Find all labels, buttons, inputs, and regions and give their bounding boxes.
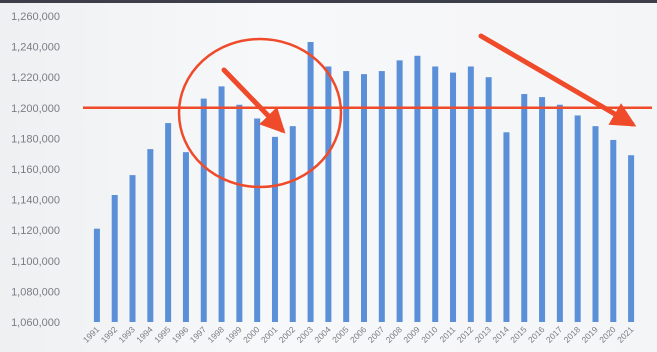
x-tick-label: 2009 xyxy=(401,324,422,345)
bar-1995 xyxy=(165,123,172,322)
bar-1994 xyxy=(147,149,154,322)
highlight-arrow xyxy=(221,67,286,134)
bar-1991 xyxy=(93,228,100,322)
y-tick-label: 1,260,000 xyxy=(11,11,60,23)
bars xyxy=(93,42,635,323)
y-tick-label: 1,220,000 xyxy=(11,72,60,84)
x-tick-label: 2000 xyxy=(241,324,262,345)
trend-arrow xyxy=(478,33,637,127)
x-tick-label: 2004 xyxy=(312,324,333,345)
bar-2007 xyxy=(378,71,385,322)
highlight-circle xyxy=(177,37,343,189)
y-tick-label: 1,100,000 xyxy=(11,256,60,268)
y-tick-label: 1,140,000 xyxy=(11,195,60,207)
bar-2002 xyxy=(289,126,296,322)
x-tick-label: 2021 xyxy=(615,324,636,345)
bar-2018 xyxy=(574,115,581,322)
bar-1996 xyxy=(182,152,189,322)
bar-2001 xyxy=(271,136,278,322)
x-tick-label: 2007 xyxy=(366,324,387,345)
x-tick-label: 1997 xyxy=(188,324,209,345)
y-tick-label: 1,120,000 xyxy=(11,225,60,237)
x-tick-label: 2006 xyxy=(348,324,369,345)
x-tick-label: 2005 xyxy=(330,324,351,345)
bar-2019 xyxy=(592,126,599,322)
x-tick-label: 2018 xyxy=(562,324,583,345)
annotations xyxy=(83,33,652,189)
x-tick-label: 2013 xyxy=(473,324,494,345)
bar-2004 xyxy=(325,66,332,323)
x-tick-label: 2010 xyxy=(419,324,440,345)
x-tick-label: 2019 xyxy=(579,324,600,345)
bar-2013 xyxy=(485,77,492,322)
x-tick-label: 1993 xyxy=(116,324,137,345)
x-axis: 1991199219931994199519961997199819992000… xyxy=(81,324,636,345)
y-axis: 1,260,000 1,240,000 1,220,000 1,200,000 1,18… xyxy=(11,11,60,329)
bar-2014 xyxy=(503,132,510,322)
x-tick-label: 2002 xyxy=(277,324,298,345)
x-tick-label: 1998 xyxy=(206,324,227,345)
y-tick-label: 1,200,000 xyxy=(11,103,60,115)
bar-1998 xyxy=(218,86,225,322)
bar-1999 xyxy=(236,104,243,323)
bar-2012 xyxy=(467,66,474,323)
x-tick-label: 2008 xyxy=(384,324,405,345)
x-tick-label: 1994 xyxy=(134,324,155,345)
bar-2005 xyxy=(343,71,350,322)
y-tick-label: 1,060,000 xyxy=(11,317,60,329)
x-tick-label: 2015 xyxy=(508,324,529,345)
x-tick-label: 1991 xyxy=(81,324,102,345)
bar-2011 xyxy=(450,72,457,322)
x-tick-label: 2001 xyxy=(259,324,280,345)
bar-2017 xyxy=(556,104,563,323)
x-tick-label: 1995 xyxy=(152,324,173,345)
x-tick-label: 2003 xyxy=(295,324,316,345)
x-tick-label: 2011 xyxy=(437,324,457,344)
x-tick-label: 1999 xyxy=(223,324,244,345)
x-tick-label: 2012 xyxy=(455,324,476,345)
bar-2003 xyxy=(307,42,314,322)
bar-2015 xyxy=(521,94,528,322)
y-tick-label: 1,080,000 xyxy=(11,286,60,298)
x-tick-label: 1992 xyxy=(99,324,120,345)
x-tick-label: 2016 xyxy=(526,324,547,345)
y-tick-label: 1,240,000 xyxy=(11,42,60,54)
bar-2020 xyxy=(610,139,617,322)
bar-2010 xyxy=(432,66,439,323)
bar-2008 xyxy=(396,60,403,323)
bar-2009 xyxy=(414,55,421,322)
top-border xyxy=(0,0,657,3)
x-tick-label: 2014 xyxy=(490,324,511,345)
bar-1992 xyxy=(111,195,118,322)
y-tick-label: 1,160,000 xyxy=(11,164,60,176)
bar-2021 xyxy=(628,155,635,322)
bar-1997 xyxy=(200,98,207,323)
x-tick-label: 1996 xyxy=(170,324,191,345)
bar-1993 xyxy=(129,175,136,322)
x-tick-label: 2017 xyxy=(544,324,565,345)
y-tick-label: 1,180,000 xyxy=(11,133,60,145)
bar-2000 xyxy=(254,118,261,322)
x-tick-label: 2020 xyxy=(597,324,618,345)
bar-2006 xyxy=(361,74,367,322)
bar-2016 xyxy=(539,97,546,322)
